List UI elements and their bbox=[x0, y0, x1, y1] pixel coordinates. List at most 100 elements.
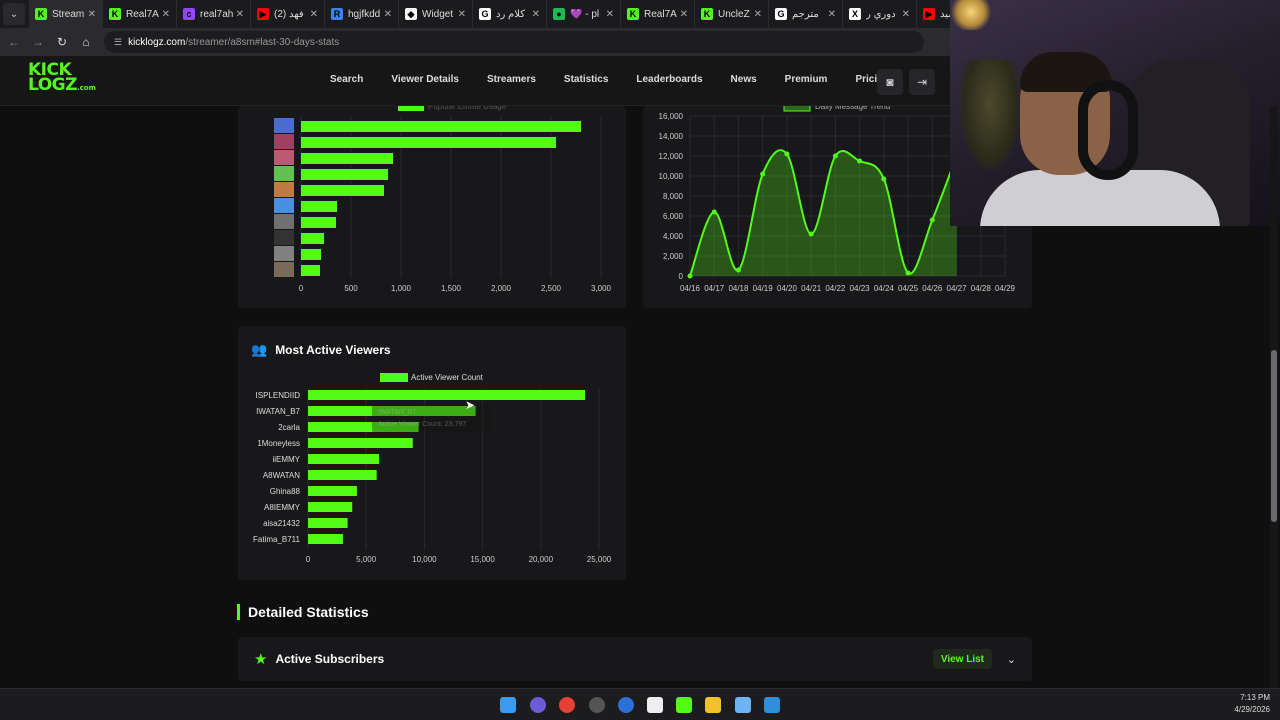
tab-favicon-icon: X bbox=[849, 8, 861, 20]
trend-point[interactable] bbox=[857, 158, 863, 164]
nav-streamers[interactable]: Streamers bbox=[487, 74, 536, 85]
tab-close-icon[interactable]: ✕ bbox=[457, 8, 466, 20]
emote-bar[interactable] bbox=[301, 249, 321, 260]
browser-tab[interactable]: K Stream ✕ bbox=[29, 0, 103, 28]
home-icon[interactable]: ⌂ bbox=[82, 35, 90, 49]
trend-point[interactable] bbox=[735, 267, 741, 273]
discord-icon[interactable]: ◙ bbox=[877, 69, 903, 95]
tab-close-icon[interactable]: ✕ bbox=[235, 8, 244, 20]
trend-point[interactable] bbox=[905, 270, 911, 276]
viewer-bar[interactable] bbox=[308, 438, 413, 448]
viewer-bar[interactable] bbox=[308, 406, 476, 416]
emote-icon bbox=[274, 246, 294, 261]
obs-icon[interactable] bbox=[589, 697, 605, 713]
notepad-icon[interactable] bbox=[735, 697, 751, 713]
browser-tab[interactable]: ◆ Widget ✕ bbox=[399, 0, 473, 28]
nav-viewer-details[interactable]: Viewer Details bbox=[391, 74, 459, 85]
y-tick-label: 14,000 bbox=[659, 132, 684, 141]
active-viewers-title: Most Active Viewers bbox=[275, 343, 391, 357]
browser-tab[interactable]: K Real7Al ✕ bbox=[621, 0, 695, 28]
browser-tab[interactable]: G كلام رد ✕ bbox=[473, 0, 547, 28]
tab-close-icon[interactable]: ✕ bbox=[679, 8, 688, 20]
x-tick-label: 04/17 bbox=[704, 284, 725, 293]
browser-tab[interactable]: c real7ah ✕ bbox=[177, 0, 251, 28]
chrome-icon[interactable] bbox=[559, 697, 575, 713]
forward-icon[interactable]: → bbox=[32, 35, 44, 49]
nav-news[interactable]: News bbox=[730, 74, 757, 85]
viewer-bar[interactable] bbox=[308, 518, 348, 528]
tab-title: real7ah bbox=[200, 8, 233, 20]
tab-close-icon[interactable]: ✕ bbox=[531, 8, 540, 20]
detailed-statistics-heading: Detailed Statistics bbox=[237, 603, 369, 621]
trend-point[interactable] bbox=[929, 217, 935, 223]
start-icon[interactable] bbox=[500, 697, 516, 713]
active-subscribers-title: Active Subscribers bbox=[275, 652, 385, 666]
tab-close-icon[interactable]: ✕ bbox=[383, 8, 392, 20]
emote-bar[interactable] bbox=[301, 121, 581, 132]
emote-bar[interactable] bbox=[301, 201, 337, 212]
site-info-icon[interactable]: ☰ bbox=[114, 36, 123, 47]
viewer-bar[interactable] bbox=[308, 470, 377, 480]
kick-app-icon[interactable] bbox=[676, 697, 692, 713]
viewer-name-label: Ghina88 bbox=[270, 487, 301, 496]
detailed-statistics-title: Detailed Statistics bbox=[248, 604, 369, 620]
tab-search-button[interactable]: ⌄ bbox=[3, 3, 25, 25]
emote-bar[interactable] bbox=[301, 153, 393, 164]
chevron-down-icon[interactable]: ⌄ bbox=[1006, 653, 1016, 666]
tab-close-icon[interactable]: ✕ bbox=[309, 8, 318, 20]
nav-premium[interactable]: Premium bbox=[784, 74, 828, 85]
trend-point[interactable] bbox=[760, 171, 766, 177]
emote-bar[interactable] bbox=[301, 137, 556, 148]
tab-close-icon[interactable]: ✕ bbox=[605, 8, 614, 20]
trend-point[interactable] bbox=[687, 273, 693, 279]
browser-tab[interactable]: G مترجم ✕ bbox=[769, 0, 843, 28]
tab-close-icon[interactable]: ✕ bbox=[161, 8, 170, 20]
emote-bar[interactable] bbox=[301, 185, 384, 196]
emote-bar[interactable] bbox=[301, 233, 324, 244]
view-list-button[interactable]: View List bbox=[932, 649, 992, 669]
browser-tab[interactable]: ▶ (2) فهد ✕ bbox=[251, 0, 325, 28]
remote-desktop-icon[interactable] bbox=[764, 697, 780, 713]
viewer-bar[interactable] bbox=[308, 390, 585, 400]
viewer-bar[interactable] bbox=[308, 454, 380, 464]
browser-tab[interactable]: K Real7Al ✕ bbox=[103, 0, 177, 28]
trend-point[interactable] bbox=[808, 231, 814, 237]
folder-icon[interactable] bbox=[705, 697, 721, 713]
trend-point[interactable] bbox=[784, 151, 790, 157]
discord-app-icon[interactable] bbox=[530, 697, 546, 713]
nav-search[interactable]: Search bbox=[330, 74, 364, 85]
browser-tab[interactable]: ● 💜 - pl ✕ bbox=[547, 0, 621, 28]
tab-close-icon[interactable]: ✕ bbox=[753, 8, 762, 20]
emote-bar[interactable] bbox=[301, 169, 388, 180]
x-tick-label: 1,000 bbox=[391, 284, 412, 293]
back-icon[interactable]: ← bbox=[8, 35, 20, 49]
nav-statistics[interactable]: Statistics bbox=[563, 74, 609, 85]
app-icon[interactable] bbox=[618, 697, 634, 713]
tab-close-icon[interactable]: ✕ bbox=[901, 8, 910, 20]
nav-leaderboards[interactable]: Leaderboards bbox=[636, 74, 703, 85]
viewer-bar[interactable] bbox=[308, 502, 353, 512]
x-tick-label: 04/25 bbox=[898, 284, 919, 293]
x-tick-label: 04/19 bbox=[753, 284, 774, 293]
active-subscribers-accordion[interactable]: ★ Active Subscribers View List ⌄ bbox=[238, 637, 1032, 681]
viewer-bar[interactable] bbox=[308, 486, 357, 496]
tab-close-icon[interactable]: ✕ bbox=[87, 8, 96, 20]
login-icon[interactable]: ⇥ bbox=[909, 69, 935, 95]
viewer-bar[interactable] bbox=[308, 422, 419, 432]
url-input[interactable]: ☰ kicklogz.com/streamer/a8sm#last-30-day… bbox=[104, 31, 924, 53]
site-logo[interactable]: KICK LOGZ.com bbox=[28, 62, 96, 96]
emote-bar[interactable] bbox=[301, 217, 336, 228]
trend-point[interactable] bbox=[711, 209, 717, 215]
browser-tab[interactable]: K UncleZ ✕ bbox=[695, 0, 769, 28]
scrollbar-thumb[interactable] bbox=[1271, 350, 1277, 522]
tab-close-icon[interactable]: ✕ bbox=[827, 8, 836, 20]
reload-icon[interactable]: ↻ bbox=[56, 35, 68, 49]
trend-point[interactable] bbox=[832, 153, 838, 159]
emote-bar[interactable] bbox=[301, 265, 320, 276]
tab-title: (2) فهد bbox=[274, 8, 304, 20]
browser-tab[interactable]: X دوري ر ✕ bbox=[843, 0, 917, 28]
tiktok-icon[interactable] bbox=[647, 697, 663, 713]
trend-point[interactable] bbox=[881, 176, 887, 182]
viewer-bar[interactable] bbox=[308, 534, 343, 544]
